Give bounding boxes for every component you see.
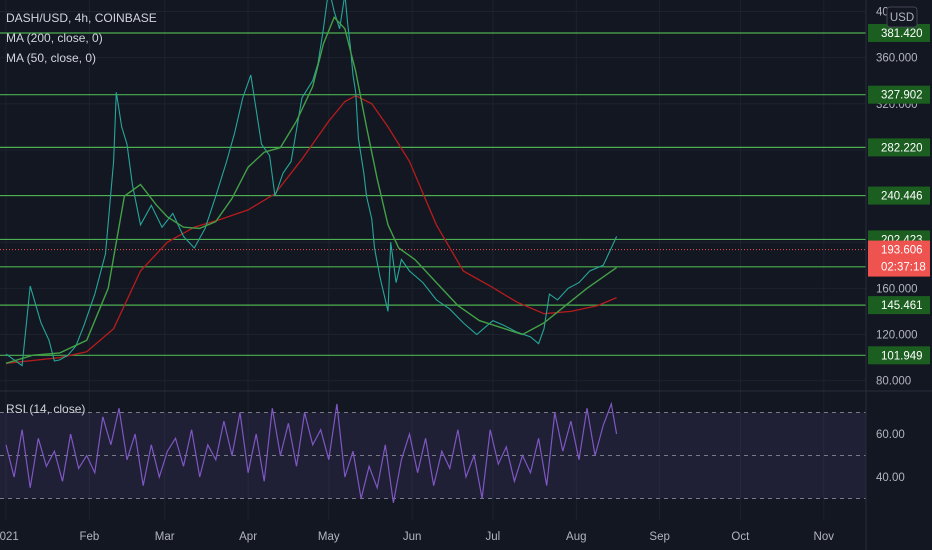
- time-tick-label: Mar: [155, 531, 175, 543]
- time-tick-label: Feb: [79, 531, 99, 543]
- price-tick-label: 120.000: [876, 329, 918, 341]
- last-price-value: 193.606: [881, 245, 923, 257]
- time-tick-label: Apr: [239, 531, 257, 543]
- price-tick-label: 160.000: [876, 283, 918, 295]
- legend: DASH/USD, 4h, COINBASE MA (200, close, 0…: [6, 11, 157, 416]
- chart-title: DASH/USD, 4h, COINBASE: [6, 11, 157, 25]
- time-tick-label: Jul: [486, 531, 501, 543]
- level-label: 381.420: [881, 28, 923, 40]
- time-tick-label: May: [318, 531, 340, 543]
- level-label-box: [868, 346, 930, 365]
- level-label: 240.446: [881, 191, 923, 203]
- horizontal-levels[interactable]: [0, 32, 866, 356]
- level-label: 145.461: [881, 300, 923, 312]
- currency-button[interactable]: USD: [886, 6, 918, 28]
- time-tick-label: Aug: [566, 531, 586, 543]
- time-tick-label: Nov: [814, 531, 835, 543]
- time-tick-label: Sep: [649, 531, 669, 543]
- rsi-line: [5, 401, 618, 503]
- indicator-ma50-label[interactable]: MA (50, close, 0): [6, 51, 96, 65]
- last-price-box: [868, 240, 930, 277]
- time-tick-label: Oct: [731, 531, 750, 543]
- level-label: 101.949: [881, 350, 923, 362]
- level-label: 327.902: [881, 90, 923, 102]
- rsi-axis-ticks: 60.00 40.00: [876, 429, 905, 484]
- price-line: [5, 0, 618, 367]
- grid: [0, 0, 866, 520]
- time-axis-ticks: 2021 Feb Mar Apr May Jun Jul Aug Sep Oct Nov: [0, 531, 834, 543]
- indicator-ma200-label[interactable]: MA (200, close, 0): [6, 31, 103, 45]
- rsi-tick-label: 40.00: [876, 472, 905, 484]
- time-tick-label: 2021: [0, 531, 19, 543]
- time-tick-label: Jun: [403, 531, 422, 543]
- level-label-box: [868, 23, 930, 42]
- rsi-label[interactable]: RSI (14, close): [6, 402, 85, 416]
- rsi-tick-label: 60.00: [876, 429, 905, 441]
- price-tick-label: 360.000: [876, 53, 918, 65]
- rsi-reference-lines: [0, 412, 866, 499]
- currency-label: USD: [890, 12, 914, 24]
- price-tick-label: 80.000: [876, 376, 911, 388]
- level-label-box: [868, 186, 930, 205]
- ma200-line: [5, 94, 617, 364]
- ma50-line: [5, 16, 618, 364]
- level-label-box: [868, 85, 930, 104]
- level-label-box: [868, 296, 930, 315]
- last-price-tag: 193.606 02:37:18: [868, 240, 930, 277]
- level-label: 282.220: [881, 142, 923, 154]
- level-label-box: [868, 138, 930, 157]
- countdown-timer: 02:37:18: [881, 262, 926, 274]
